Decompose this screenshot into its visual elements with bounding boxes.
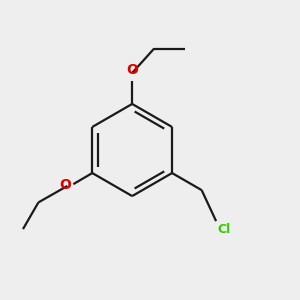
Text: O: O	[126, 63, 138, 77]
Text: Cl: Cl	[217, 223, 230, 236]
Text: O: O	[59, 178, 71, 192]
